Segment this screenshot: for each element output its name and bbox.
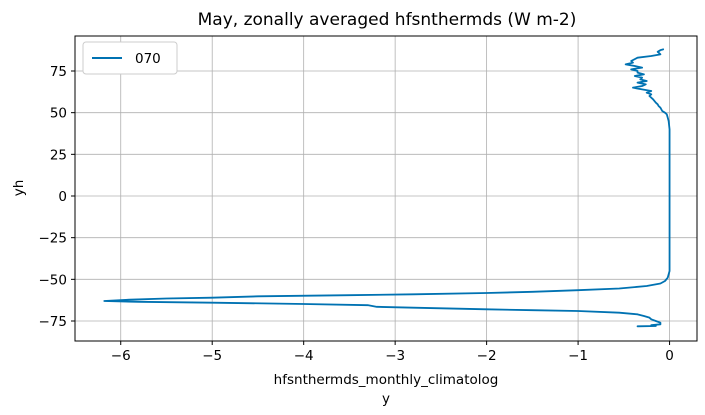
- y-tick-label: 0: [58, 189, 67, 205]
- x-tick-label: −5: [202, 348, 222, 364]
- x-axis-ticks: −6 −5 −4 −3 −2 −1 0: [111, 341, 674, 364]
- x-tick-label: −1: [568, 348, 588, 364]
- x-tick-label: −3: [385, 348, 405, 364]
- legend-box: [82, 41, 178, 75]
- y-tick-label: −75: [39, 314, 68, 330]
- y-axis-label: yh: [11, 180, 27, 197]
- legend: 070: [82, 41, 178, 75]
- series-layer: [103, 48, 671, 328]
- chart-title: May, zonally averaged hfsnthermds (W m-2…: [198, 10, 577, 30]
- y-tick-label: 25: [50, 147, 67, 163]
- x-axis-label: hfsnthermds_monthly_climatolog: [274, 372, 499, 388]
- x-tick-label: −2: [477, 348, 497, 364]
- y-tick-label: 50: [50, 106, 67, 122]
- x-tick-label: −6: [111, 348, 131, 364]
- legend-label-070: 070: [135, 51, 161, 67]
- x-tick-label: 0: [665, 348, 674, 364]
- x-axis-label-continued: y: [382, 391, 390, 407]
- y-axis-ticks: 75 50 25 0 −25 −50 −75: [39, 64, 75, 330]
- x-tick-label: −4: [294, 348, 314, 364]
- y-tick-label: 75: [50, 64, 67, 80]
- y-tick-label: −25: [39, 231, 68, 247]
- grid: [75, 36, 697, 341]
- series-line-070: [103, 48, 671, 328]
- y-tick-label: −50: [39, 272, 68, 288]
- plot-frame: [74, 35, 698, 342]
